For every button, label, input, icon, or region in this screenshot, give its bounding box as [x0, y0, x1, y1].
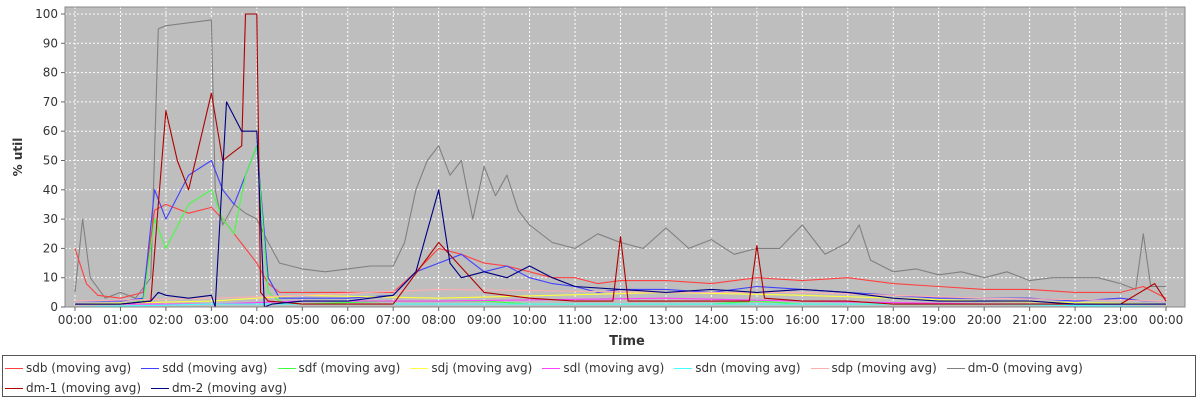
y-tick-label: 60	[43, 124, 58, 138]
legend-label: sdj (moving avg)	[431, 361, 533, 375]
plot-area	[65, 7, 1185, 307]
y-tick-label: 30	[43, 212, 58, 226]
x-tick-label: 03:00	[194, 313, 229, 327]
series-line-sdp	[74, 288, 1167, 302]
x-tick-label: 06:00	[330, 313, 365, 327]
y-axis-label: % util	[11, 138, 25, 177]
legend: sdb (moving avg) sdd (moving avg) sdf (mov…	[2, 355, 1196, 397]
legend-swatch	[151, 387, 170, 389]
legend-label: sdd (moving avg)	[162, 361, 268, 375]
series-line-dm-2	[75, 101, 1166, 308]
legend-swatch	[542, 367, 561, 369]
x-tick-label: 23:00	[1103, 313, 1138, 327]
y-tick-label: 90	[43, 36, 58, 50]
legend-item-sdn: sdn (moving avg)	[672, 358, 808, 378]
legend-label: sdn (moving avg)	[695, 361, 801, 375]
x-tick-label: 08:00	[421, 313, 456, 327]
legend-item-dm-2: dm-2 (moving avg)	[149, 378, 295, 398]
series-layer	[74, 13, 1167, 308]
y-tick-label: 80	[43, 66, 58, 80]
legend-swatch	[674, 367, 693, 369]
legend-item-sdj: sdj (moving avg)	[408, 358, 540, 378]
legend-swatch	[5, 387, 23, 389]
series-line-dm-0	[74, 19, 1166, 299]
legend-item-dm-1: dm-1 (moving avg)	[3, 378, 149, 398]
x-tick-label: 09:00	[467, 313, 502, 327]
x-tick-label: 17:00	[830, 313, 865, 327]
legend-swatch	[5, 367, 23, 369]
y-tick-label: 50	[43, 154, 58, 168]
legend-swatch	[810, 367, 829, 369]
x-tick-label: 13:00	[649, 313, 684, 327]
x-tick-label: 12:00	[603, 313, 638, 327]
legend-swatch	[277, 367, 296, 369]
x-tick-label: 14:00	[694, 313, 729, 327]
x-tick-label: 05:00	[285, 313, 320, 327]
x-tick-label: 04:00	[240, 313, 275, 327]
legend-item-sdp: sdp (moving avg)	[809, 358, 945, 378]
x-tick-label: 11:00	[558, 313, 593, 327]
legend-item-sdl: sdl (moving avg)	[540, 358, 672, 378]
y-tick-label: 40	[43, 183, 58, 197]
plot-border	[64, 6, 1186, 308]
legend-label: sdf (moving avg)	[298, 361, 401, 375]
grid-lines	[65, 7, 1185, 308]
x-tick-label: 02:00	[149, 313, 184, 327]
x-tick-label: 10:00	[512, 313, 547, 327]
legend-label: dm-0 (moving avg)	[967, 361, 1083, 375]
x-tick-label: 00:00	[58, 313, 93, 327]
legend-swatch	[141, 367, 160, 369]
x-tick-label: 21:00	[1012, 313, 1047, 327]
series-line-sdj	[74, 291, 1167, 305]
legend-label: dm-1 (moving avg)	[26, 381, 142, 395]
x-tick-label: 18:00	[876, 313, 911, 327]
y-tick-label: 0	[50, 300, 58, 314]
axes: 0 10 20 30 40 50 60 70 80 90 100 00:00 01:00 02:00 03:…	[35, 7, 1183, 327]
legend-item-sdd: sdd (moving avg)	[139, 358, 275, 378]
series-line-dm-1	[75, 13, 1167, 305]
legend-label: dm-2 (moving avg)	[172, 381, 288, 395]
x-axis-label: Time	[609, 334, 645, 349]
legend-label: sdl (moving avg)	[563, 361, 665, 375]
x-tick-label: 15:00	[740, 313, 775, 327]
line-chart: 0 10 20 30 40 50 60 70 80 90 100 00:00 01:00 02:00 03:…	[11, 6, 1186, 349]
legend-swatch	[946, 367, 965, 369]
legend-item-sdf: sdf (moving avg)	[276, 358, 409, 378]
x-tick-label: 22:00	[1058, 313, 1093, 327]
x-tick-label: 00:00	[1149, 313, 1184, 327]
y-tick-label: 10	[43, 271, 58, 285]
y-tick-label: 20	[43, 241, 58, 255]
x-tick-label: 19:00	[921, 313, 956, 327]
legend-swatch	[410, 367, 429, 369]
x-tick-label: 20:00	[967, 313, 1002, 327]
y-tick-label: 70	[43, 95, 58, 109]
legend-item-dm-0: dm-0 (moving avg)	[945, 358, 1091, 378]
x-tick-label: 01:00	[103, 313, 138, 327]
y-tick-label: 100	[35, 7, 58, 21]
x-tick-label: 16:00	[785, 313, 820, 327]
legend-label: sdb (moving avg)	[26, 361, 132, 375]
x-tick-label: 07:00	[376, 313, 411, 327]
legend-label: sdp (moving avg)	[831, 361, 937, 375]
legend-item-sdb: sdb (moving avg)	[3, 358, 139, 378]
